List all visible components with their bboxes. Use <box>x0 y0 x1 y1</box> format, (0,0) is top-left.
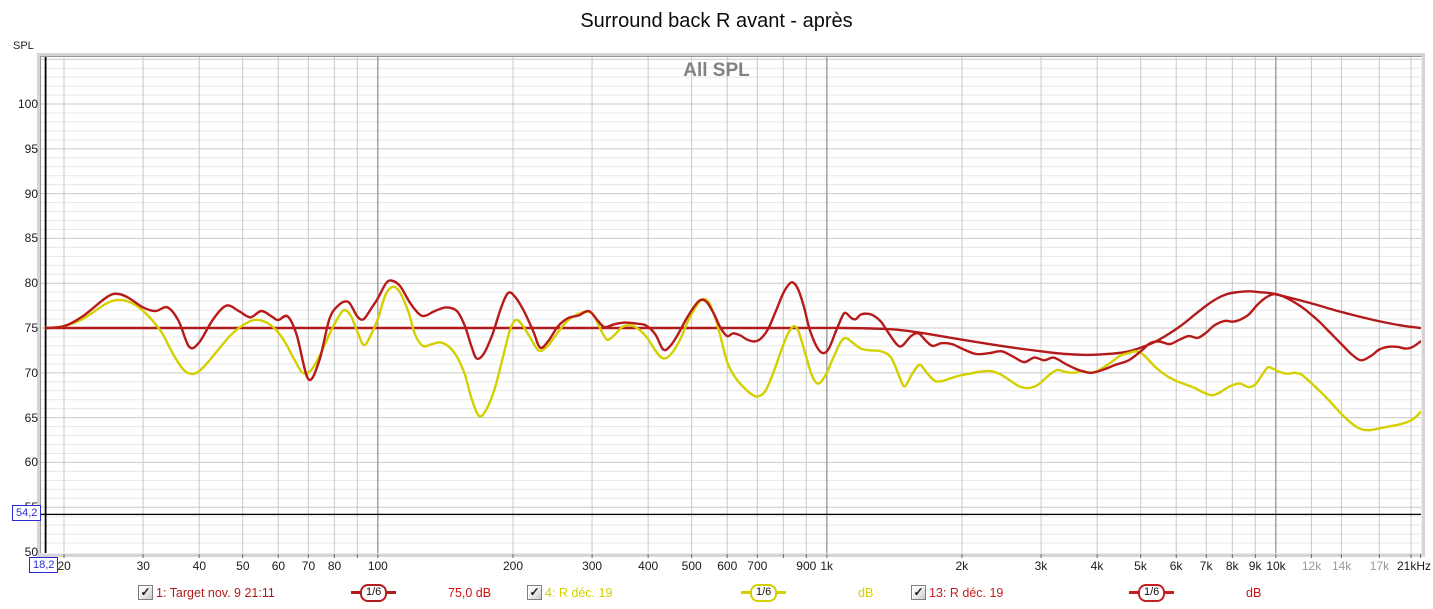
trace-label-3[interactable]: 13: R déc. 19 <box>929 586 1004 600</box>
x-tick-label: 5k <box>1134 559 1147 573</box>
x-tick-label: 70 <box>301 559 316 573</box>
x-tick-label: 500 <box>681 559 702 573</box>
y-tick-label: 50 <box>24 545 38 559</box>
smoothing-badge-3: 1/6 <box>1129 583 1175 602</box>
y-tick-label: 95 <box>24 141 38 156</box>
trace-level-1: 75,0 dB <box>448 586 492 600</box>
badge-left-line <box>1129 591 1138 594</box>
y-tick-label: 70 <box>24 365 38 380</box>
trace-checkbox-1[interactable]: ✓ <box>138 585 153 600</box>
x-tick-label: 3k <box>1034 559 1048 573</box>
x-tick-label: 200 <box>503 559 524 573</box>
x-tick-label: 6k <box>1169 559 1183 573</box>
trace-checkbox-2[interactable]: ✓ <box>527 585 542 600</box>
x-tick-label: 20 <box>57 559 71 573</box>
trace-level-3: dB <box>1246 586 1262 600</box>
x-tick-label: 300 <box>582 559 603 573</box>
x-tick-label: 30 <box>136 559 150 573</box>
y-tick-label: 65 <box>24 410 38 425</box>
x-tick-label: 900 <box>796 559 817 573</box>
x-tick-label: 50 <box>236 559 250 573</box>
x-tick-label: 1k <box>820 559 834 573</box>
x-tick-label: 21kHz <box>1397 559 1432 573</box>
y-tick-label: 85 <box>24 231 38 246</box>
y-tick-label: 100 <box>17 97 38 112</box>
y-tick-label: 80 <box>24 276 38 291</box>
x-tick-label: 80 <box>327 559 342 573</box>
trace-checkbox-3[interactable]: ✓ <box>911 585 926 600</box>
x-tick-label: 10k <box>1266 559 1286 573</box>
y-tick-label: 60 <box>24 455 38 470</box>
cursor-spl-readout: 54,2 <box>12 505 42 521</box>
x-tick-label: 40 <box>192 559 207 573</box>
x-tick-label: 100 <box>367 559 388 573</box>
trace-label-1[interactable]: 1: Target nov. 9 21:11 <box>156 586 275 600</box>
badge-right-line <box>387 591 397 594</box>
plot-inner <box>40 56 1422 554</box>
spl-chart <box>41 57 1421 553</box>
x-tick-label: 600 <box>717 559 738 573</box>
trace-curve-3 <box>44 279 1421 382</box>
trace-level-2: dB <box>858 586 874 600</box>
x-tick-label: 700 <box>747 559 768 573</box>
x-tick-label: 8k <box>1225 559 1239 573</box>
badge-left-line <box>741 591 750 594</box>
smoothing-value: 1/6 <box>360 583 388 602</box>
x-tick-label: 12k <box>1301 559 1322 573</box>
y-axis-title: SPL <box>13 40 34 52</box>
x-tick-label: 7k <box>1199 559 1213 573</box>
trace-label-2[interactable]: 4: R déc. 19 <box>545 586 613 600</box>
smoothing-badge-1: 1/6 <box>351 583 397 602</box>
page-title: Surround back R avant - après <box>580 10 853 32</box>
x-tick-label: 14k <box>1331 559 1352 573</box>
x-tick-label: 2k <box>955 559 969 573</box>
x-tick-label: 60 <box>271 559 286 573</box>
badge-right-line <box>1165 591 1175 594</box>
y-tick-label: 75 <box>24 321 38 336</box>
x-tick-label: 400 <box>638 559 659 573</box>
smoothing-value: 1/6 <box>1138 583 1166 602</box>
plot-area[interactable] <box>37 53 1425 557</box>
cursor-freq-readout: 18,2 <box>29 557 59 573</box>
smoothing-badge-2: 1/6 <box>741 583 787 602</box>
x-tick-label: 9k <box>1248 559 1262 573</box>
smoothing-value: 1/6 <box>750 583 778 602</box>
badge-right-line <box>777 591 787 594</box>
trace-curve-2 <box>44 285 1421 432</box>
x-axis-ticks <box>63 554 1422 558</box>
y-tick-label: 90 <box>24 186 38 201</box>
x-tick-label: 4k <box>1090 559 1104 573</box>
badge-left-line <box>351 591 360 594</box>
x-tick-label: 17k <box>1369 559 1390 573</box>
